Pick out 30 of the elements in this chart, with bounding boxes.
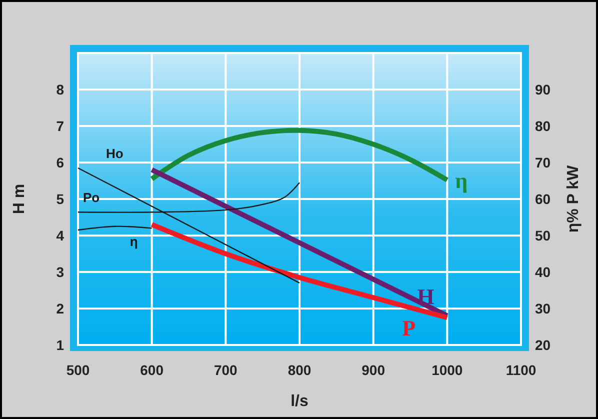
y2-tick-label: 80	[535, 118, 551, 134]
x-axis-title: l/s	[290, 393, 308, 410]
y2-tick-label: 70	[535, 154, 551, 170]
series-label: η	[130, 234, 138, 250]
y-tick-label: 3	[56, 264, 64, 280]
series-label: Ho	[106, 146, 124, 161]
y-tick-label: 5	[56, 191, 64, 207]
x-tick-label: 700	[214, 362, 238, 378]
series-label: η	[455, 168, 468, 194]
y2-tick-label: 40	[535, 264, 551, 280]
x-tick-label: 1000	[432, 362, 463, 378]
x-tick-label: 1100	[506, 362, 536, 378]
x-tick-label: 800	[288, 362, 312, 378]
y2-tick-label: 60	[535, 191, 551, 207]
y-tick-label: 7	[56, 118, 64, 134]
x-tick-label: 600	[140, 362, 164, 378]
y-tick-label: 6	[56, 154, 64, 170]
series-label: P	[402, 316, 416, 341]
y2-tick-label: 20	[535, 337, 551, 353]
y-tick-label: 2	[56, 300, 64, 316]
x-tick-label: 900	[362, 362, 386, 378]
y-tick-label: 4	[56, 228, 64, 244]
x-tick-label: 500	[66, 362, 90, 378]
y2-tick-label: 30	[535, 300, 551, 316]
y2-tick-label: 90	[535, 82, 551, 98]
y-tick-label: 8	[56, 82, 64, 98]
y-tick-label: 1	[56, 337, 64, 353]
y2-axis-title: η% P kW	[565, 164, 582, 233]
y-axis-title: H m	[11, 184, 28, 214]
y2-tick-label: 50	[535, 228, 551, 244]
